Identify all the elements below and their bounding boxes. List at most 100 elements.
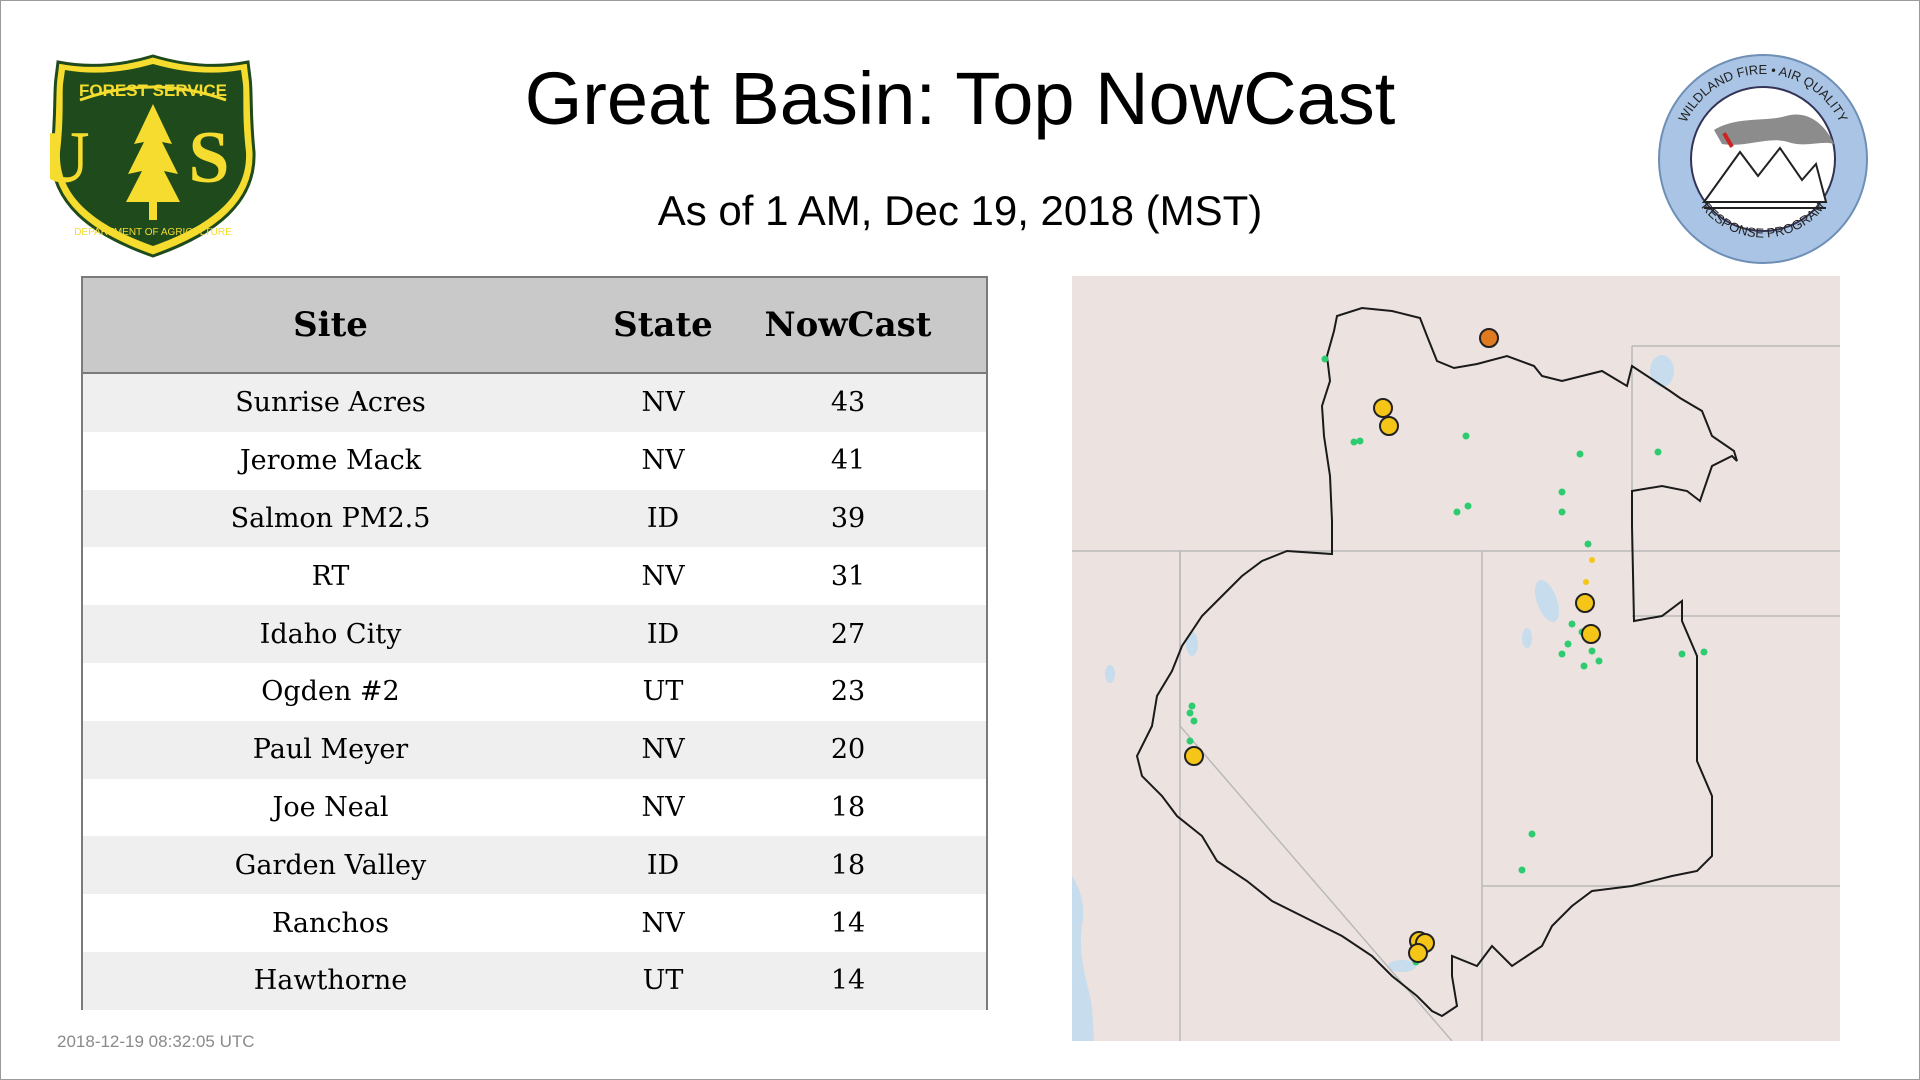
table-row: Idaho City ID 27: [83, 605, 986, 663]
monitor-good: [1188, 702, 1196, 710]
cell-nowcast: 14: [830, 965, 866, 997]
monitor-good: [1564, 640, 1572, 648]
cell-state: ID: [646, 618, 680, 650]
cell-state: NV: [641, 387, 685, 419]
column-header-state: State: [613, 305, 713, 345]
cell-state: NV: [641, 791, 685, 823]
monitor-good: [1464, 502, 1472, 510]
cell-nowcast: 39: [830, 502, 866, 534]
monitor-moderate: [1581, 624, 1601, 644]
monitor-good: [1350, 438, 1358, 446]
great-basin-map[interactable]: [1072, 276, 1840, 1041]
cell-site: Sunrise Acres: [235, 387, 426, 419]
monitor-moderate: [1373, 398, 1393, 418]
table-row: Paul Meyer NV 20: [83, 720, 986, 779]
render-timestamp: 2018-12-19 08:32:05 UTC: [57, 1032, 255, 1051]
page-subtitle: As of 1 AM, Dec 19, 2018 (MST): [657, 187, 1263, 234]
cell-site: Garden Valley: [234, 849, 427, 881]
cell-state: UT: [642, 676, 684, 708]
monitor-good: [1678, 650, 1686, 658]
monitor-moderate: [1184, 746, 1204, 766]
cell-nowcast: 18: [830, 791, 866, 823]
table-row: Salmon PM2.5 ID 39: [83, 489, 986, 548]
column-header-nowcast: NowCast: [764, 305, 932, 345]
table-row: Jerome Mack NV 41: [83, 431, 986, 490]
cell-nowcast: 41: [830, 445, 866, 477]
column-header-site: Site: [293, 305, 368, 345]
fs-top-text: FOREST SERVICE: [79, 81, 227, 100]
monitor-good: [1580, 662, 1588, 670]
state-lines: [1072, 345, 1840, 1041]
monitor-good: [1595, 657, 1603, 665]
monitor-moderate-small: [1589, 557, 1595, 563]
forest-service-logo: FOREST SERVICE U S DEPARTMENT OF AGRICUL…: [50, 52, 256, 258]
monitor-good: [1588, 647, 1596, 655]
cell-state: NV: [641, 560, 685, 592]
table-row: Ranchos NV 14: [83, 894, 986, 952]
monitor-good: [1558, 650, 1566, 658]
cell-nowcast: 14: [830, 907, 866, 939]
table-row: Joe Neal NV 18: [83, 778, 986, 837]
cell-state: ID: [646, 502, 680, 534]
table-header: Site State NowCast: [83, 278, 986, 374]
table-row: Garden Valley ID 18: [83, 836, 986, 895]
lake-mead: [1388, 960, 1416, 972]
cell-site: Idaho City: [259, 618, 402, 650]
monitor-good: [1584, 540, 1592, 548]
ocean-water: [1072, 876, 1094, 1041]
monitor-good: [1462, 432, 1470, 440]
page-title: Great Basin: Top NowCast: [524, 57, 1396, 140]
monitor-usg: [1479, 328, 1499, 348]
monitor-points: [1184, 328, 1708, 966]
cell-state: UT: [642, 965, 684, 997]
monitor-moderate: [1379, 416, 1399, 436]
great-basin-boundary: [1135, 306, 1738, 1018]
cell-nowcast: 31: [830, 560, 866, 592]
table-row: Ogden #2 UT 23: [83, 662, 986, 721]
cell-site: Paul Meyer: [252, 734, 409, 766]
wildland-fire-logo: WILDLAND FIRE • AIR QUALITY RESPONSE PRO…: [1656, 52, 1870, 266]
cell-nowcast: 23: [830, 676, 866, 708]
cell-state: NV: [641, 445, 685, 477]
cell-state: ID: [646, 849, 680, 881]
cell-nowcast: 20: [830, 734, 866, 766]
monitor-good: [1568, 620, 1576, 628]
monitor-good: [1528, 830, 1536, 838]
pyramid-lake: [1186, 632, 1198, 656]
cell-site: Jerome Mack: [239, 445, 422, 477]
utah-lake: [1522, 628, 1532, 648]
monitor-good: [1518, 866, 1526, 874]
nowcast-table: Site State NowCast Sunrise Acres NV 43 J…: [81, 276, 988, 1010]
monitor-good: [1558, 508, 1566, 516]
monitor-good: [1654, 448, 1662, 456]
yellowstone-lake: [1650, 355, 1674, 387]
cell-site: RT: [311, 560, 350, 592]
cell-state: NV: [641, 907, 685, 939]
monitor-good: [1186, 709, 1194, 717]
monitor-good: [1186, 737, 1194, 745]
monitor-good: [1321, 355, 1329, 363]
cell-nowcast: 27: [830, 618, 866, 650]
table-row: RT NV 31: [83, 547, 986, 606]
monitor-good: [1190, 717, 1198, 725]
cell-site: Ranchos: [271, 907, 390, 939]
cell-site: Salmon PM2.5: [230, 502, 431, 534]
table-body: Sunrise Acres NV 43 Jerome Mack NV 41 Sa…: [83, 374, 986, 1010]
monitor-good: [1558, 488, 1566, 496]
map-svg: [1072, 276, 1840, 1041]
cell-nowcast: 43: [830, 387, 866, 419]
table-row: Hawthorne UT 14: [83, 951, 986, 1010]
monitor-moderate: [1408, 943, 1428, 963]
monitor-good: [1453, 508, 1461, 516]
monitor-good: [1576, 450, 1584, 458]
cell-site: Hawthorne: [253, 965, 408, 997]
table-row: Sunrise Acres NV 43: [83, 374, 986, 432]
monitor-good: [1356, 437, 1364, 445]
cell-site: Joe Neal: [272, 791, 389, 823]
great-salt-lake: [1534, 580, 1560, 622]
monitor-moderate-small: [1583, 579, 1589, 585]
cell-state: NV: [641, 734, 685, 766]
cell-nowcast: 18: [830, 849, 866, 881]
lake-tahoe: [1105, 665, 1115, 683]
fs-bottom-text: DEPARTMENT OF AGRICULTURE: [74, 227, 232, 238]
